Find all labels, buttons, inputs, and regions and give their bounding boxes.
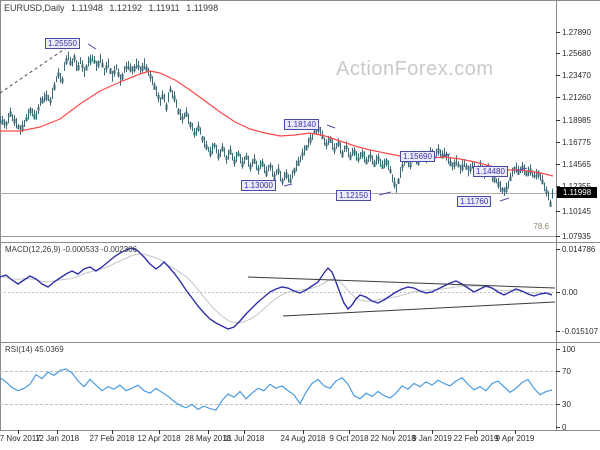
- price-level-tag: 1.18140: [284, 119, 319, 130]
- price-tick-label: 1.23470: [562, 71, 591, 80]
- date-tick-label: 27 Nov 2017: [0, 434, 41, 443]
- fib-level-label: 78.6: [533, 222, 549, 231]
- macd-tick-label: 0.014786: [562, 245, 596, 254]
- rsi-tick-label: 100: [562, 345, 576, 354]
- price-level-tag: 1.12150: [336, 190, 371, 201]
- price-tick-label: 1.18985: [562, 116, 591, 125]
- macd-tick-label: -0.015107: [562, 327, 599, 336]
- macd-indicator-label: MACD(12,26,9) -0.000533 -0.002306: [5, 245, 138, 254]
- date-tick-label: 12 Jan 2018: [34, 434, 80, 443]
- date-tick-label: 11 Jul 2018: [223, 434, 265, 443]
- rsi-tick-label: 30: [562, 400, 571, 409]
- price-level-tag: 1.14480: [473, 166, 508, 177]
- price-tick-label: 1.10145: [562, 207, 591, 216]
- price-tick-label: 1.12355: [562, 182, 591, 191]
- date-tick-label: 22 Nov 2018: [370, 434, 416, 443]
- price-tick-label: 1.14565: [562, 160, 591, 169]
- date-tick-label: 28 May 2018: [184, 434, 232, 443]
- current-price-box: 1.11998: [557, 187, 597, 198]
- date-tick-label: 12 Apr 2018: [137, 434, 181, 443]
- date-tick-label: 9 Jan 2019: [412, 434, 452, 443]
- price-tick-label: 1.27890: [562, 28, 591, 37]
- rsi-tick-label: 70: [562, 367, 571, 376]
- chart-title: EURUSD,Daily 1.11948 1.12192 1.11911 1.1…: [4, 3, 222, 13]
- rsi-tick-label: 0: [562, 423, 567, 432]
- price-level-tag: 1.13000: [241, 180, 276, 191]
- price-level-tag: 1.11760: [457, 196, 492, 207]
- date-tick-label: 9 Apr 2019: [495, 434, 535, 443]
- ohlc-low: 1.11911: [148, 3, 180, 13]
- symbol-timeframe: EURUSD,Daily: [4, 3, 65, 13]
- date-tick-label: 22 Feb 2019: [453, 434, 499, 443]
- ohlc-close: 1.11998: [186, 3, 219, 13]
- price-level-tag: 1.15690: [400, 151, 435, 162]
- date-tick-label: 27 Feb 2018: [89, 434, 135, 443]
- macd-tick-label: 0.00: [562, 288, 578, 297]
- date-tick-label: 9 Oct 2018: [329, 434, 369, 443]
- price-tick-label: 1.16775: [562, 138, 591, 147]
- price-tick-label: 1.07935: [562, 232, 591, 241]
- price-tick-label: 1.25680: [562, 49, 591, 58]
- rsi-indicator-label: RSI(14) 45.0369: [5, 345, 64, 354]
- ohlc-high: 1.12192: [109, 3, 142, 13]
- ohlc-open: 1.11948: [71, 3, 103, 13]
- date-tick-label: 24 Aug 2018: [280, 434, 326, 443]
- actionforex-watermark: ActionForex.com: [336, 58, 494, 80]
- price-tick-label: 1.21260: [562, 93, 591, 102]
- price-level-tag: 1.25550: [45, 38, 80, 49]
